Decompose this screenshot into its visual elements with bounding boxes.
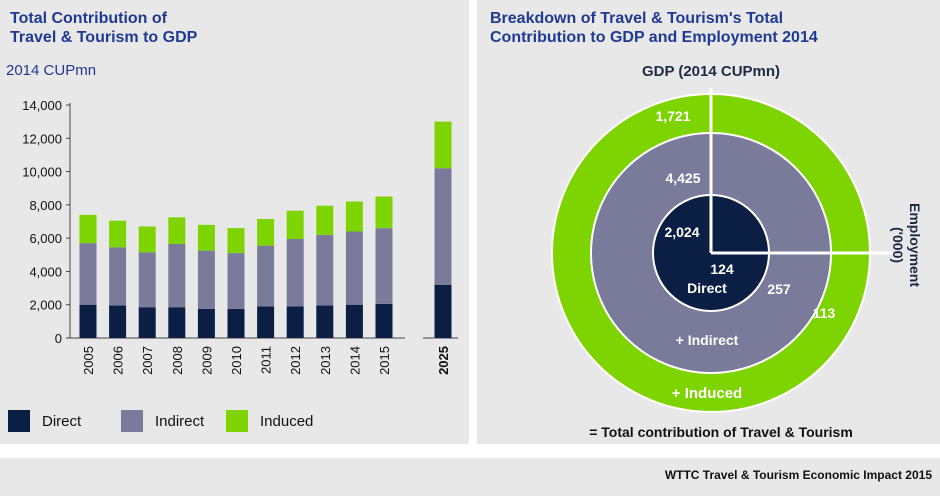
x-tick-label: 2012 xyxy=(288,346,303,375)
bar-induced-2012 xyxy=(286,210,304,239)
bar-direct-2005 xyxy=(79,304,97,338)
bar-direct-2025 xyxy=(434,284,452,338)
bar-indirect-2025 xyxy=(434,168,452,285)
bar-direct-2008 xyxy=(168,307,186,338)
total-contribution-caption: = Total contribution of Travel & Tourism xyxy=(589,424,853,440)
bar-direct-2014 xyxy=(345,304,363,338)
x-tick-label: 2005 xyxy=(81,346,96,375)
y-tick-label: 10,000 xyxy=(22,165,62,180)
bar-direct-2007 xyxy=(138,307,156,338)
x-tick-label: 2013 xyxy=(318,346,333,375)
bar-direct-2015 xyxy=(375,303,393,338)
gdp-value-indirect: 4,425 xyxy=(665,170,700,186)
bar-induced-2007 xyxy=(138,226,156,253)
bar-indirect-2007 xyxy=(138,252,156,308)
footer-band xyxy=(0,458,940,496)
bar-indirect-2013 xyxy=(316,234,334,306)
legend-swatch-direct xyxy=(8,410,30,432)
x-tick-label: 2006 xyxy=(111,346,126,375)
bar-induced-2015 xyxy=(375,196,393,229)
bar-induced-2025 xyxy=(434,121,452,169)
bar-direct-2011 xyxy=(257,306,275,338)
bar-induced-2005 xyxy=(79,214,97,244)
employment-value-direct: 124 xyxy=(710,261,734,277)
y-tick-label: 14,000 xyxy=(22,98,62,113)
x-tick-label: 2007 xyxy=(140,346,155,375)
ring-label-direct: Direct xyxy=(687,280,727,296)
y-tick-label: 4,000 xyxy=(29,264,62,279)
bar-direct-2009 xyxy=(197,308,215,338)
y-tick-label: 8,000 xyxy=(29,198,62,213)
bar-induced-2009 xyxy=(197,224,215,251)
left-chart-title: Total Contribution of Travel & Tourism t… xyxy=(10,9,450,47)
bar-direct-2012 xyxy=(286,306,304,338)
x-tick-label: 2015 xyxy=(377,346,392,375)
bar-indirect-2015 xyxy=(375,228,393,304)
right-title-line1: Breakdown of Travel & Tourism's Total xyxy=(490,10,784,27)
gdp-axis-label: GDP (2014 CUPmn) xyxy=(642,63,780,80)
gdp-value-induced: 1,721 xyxy=(655,108,690,124)
employment-axis-label: Employment xyxy=(907,203,923,287)
bar-induced-2011 xyxy=(257,219,275,246)
bar-induced-2006 xyxy=(109,220,127,248)
donut-chart: GDP (2014 CUPmn) Employment('000) 1,721 4,4… xyxy=(551,63,923,440)
employment-value-induced: 113 xyxy=(813,305,836,321)
bar-indirect-2009 xyxy=(197,250,215,309)
bar-direct-2013 xyxy=(316,305,334,338)
legend-induced: Induced xyxy=(226,410,313,432)
x-tick-label: 2014 xyxy=(347,346,362,375)
y-tick-label: 12,000 xyxy=(22,131,62,146)
ring-label-induced: + Induced xyxy=(672,385,742,402)
x-tick-label: 2011 xyxy=(259,346,274,374)
ring-label-indirect: + Indirect xyxy=(676,332,739,348)
bar-indirect-2010 xyxy=(227,253,245,309)
x-tick-label: 2009 xyxy=(199,346,214,375)
x-tick-label: 2010 xyxy=(229,346,244,375)
bar-indirect-2006 xyxy=(109,247,127,306)
bar-indirect-2012 xyxy=(286,238,304,307)
employment-value-indirect: 257 xyxy=(767,281,791,297)
right-chart-title: Breakdown of Travel & Tourism's Total Co… xyxy=(490,9,930,47)
y-tick-label: 6,000 xyxy=(29,231,62,246)
bar-induced-2013 xyxy=(316,205,334,235)
gdp-value-direct: 2,024 xyxy=(664,224,699,240)
y-tick-label: 2,000 xyxy=(29,298,62,313)
employment-unit-label: ('000) xyxy=(890,227,906,263)
bar-direct-2010 xyxy=(227,308,245,338)
legend-indirect: Indirect xyxy=(121,410,204,432)
bar-induced-2014 xyxy=(345,201,363,232)
right-title-line2: Contribution to GDP and Employment 2014 xyxy=(490,29,818,46)
legend-swatch-induced xyxy=(226,410,248,432)
bar-induced-2010 xyxy=(227,228,245,254)
bar-indirect-2014 xyxy=(345,231,363,305)
left-title-line1: Total Contribution of xyxy=(10,10,167,27)
bar-induced-2008 xyxy=(168,217,186,244)
bar-indirect-2011 xyxy=(257,245,275,307)
x-tick-label: 2008 xyxy=(170,346,185,375)
unit-label: 2014 CUPmn xyxy=(6,62,97,79)
legend-label-direct: Direct xyxy=(42,412,82,430)
bar-indirect-2008 xyxy=(168,243,186,308)
y-tick-label: 0 xyxy=(55,331,62,346)
legend-direct: Direct xyxy=(8,410,81,432)
bar-indirect-2005 xyxy=(79,243,97,305)
legend-label-induced: Induced xyxy=(260,412,314,430)
left-title-line2: Travel & Tourism to GDP xyxy=(10,29,198,46)
legend-label-indirect: Indirect xyxy=(155,412,205,430)
footer-source: WTTC Travel & Tourism Economic Impact 20… xyxy=(664,468,932,482)
x-tick-label: 2025 xyxy=(436,346,451,375)
legend-swatch-indirect xyxy=(121,410,143,432)
bar-direct-2006 xyxy=(109,305,127,338)
bar-chart: 0 2,000 4,000 6,000 8,000 10,000 12,000 14,000 2… xyxy=(22,98,458,375)
